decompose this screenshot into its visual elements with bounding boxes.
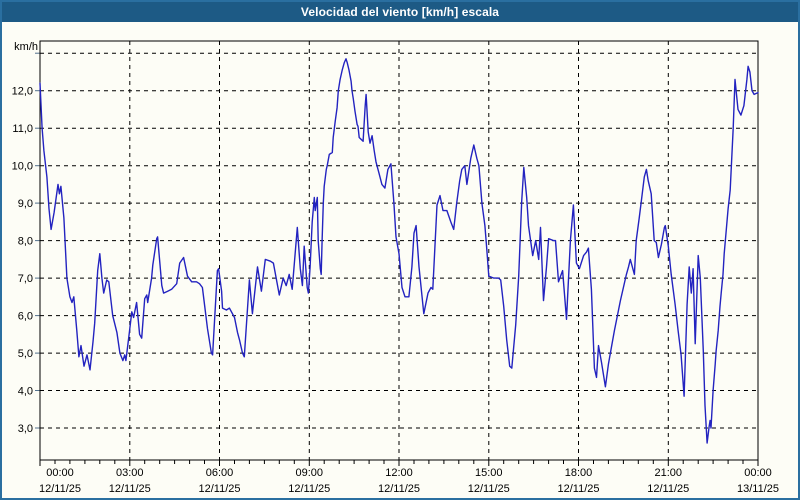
x-tick-time-label: 00:00: [744, 467, 772, 479]
x-tick-date-label: 12/11/25: [39, 483, 81, 495]
x-tick-time-label: 03:00: [116, 467, 144, 479]
x-tick-time-label: 21:00: [654, 467, 682, 479]
window-title: Velocidad del viento [km/h] escala: [2, 2, 798, 22]
y-tick-label: 3,0: [18, 423, 33, 435]
x-tick-date-label: 12/11/25: [557, 483, 599, 495]
y-tick-label: 7,0: [18, 273, 33, 285]
x-tick-time-label: 15:00: [475, 467, 503, 479]
x-tick-time-label: 18:00: [565, 467, 593, 479]
y-tick-label: 12,0: [12, 86, 33, 98]
x-tick-time-label: 00:00: [46, 467, 74, 479]
chart-area: km/h 12,0 11,0 10,0 9,0 8,0 7,0 6,0 5,0 4,0 3,0 00…: [2, 22, 798, 498]
x-tick-date-label: 12/11/25: [288, 483, 330, 495]
wind-speed-line: [39, 58, 759, 444]
x-tick-date-label: 13/11/25: [737, 483, 779, 495]
y-axis-unit-label: km/h: [14, 41, 38, 53]
y-tick-label: 9,0: [18, 198, 33, 210]
x-tick-time-label: 09:00: [295, 467, 323, 479]
x-tick-date-label: 12/11/25: [378, 483, 420, 495]
wind-speed-chart: 12,0 11,0 10,0 9,0 8,0 7,0 6,0 5,0 4,0 3,0 00:00 12…: [12, 40, 779, 495]
plot-border: [39, 40, 759, 461]
x-tick-date-label: 12/11/25: [109, 483, 151, 495]
y-tick-label: 11,0: [12, 123, 33, 135]
x-tick-date-label: 12/11/25: [468, 483, 510, 495]
y-tick-label: 4,0: [18, 386, 33, 398]
x-tick-date-label: 12/11/25: [647, 483, 689, 495]
x-tick-time-label: 12:00: [385, 467, 413, 479]
y-tick-label: 6,0: [18, 311, 33, 323]
x-tick-date-label: 12/11/25: [198, 483, 240, 495]
y-tick-label: 5,0: [18, 348, 33, 360]
x-tick-time-label: 06:00: [206, 467, 234, 479]
y-tick-label: 8,0: [18, 236, 33, 248]
y-tick-label: 10,0: [12, 161, 33, 173]
